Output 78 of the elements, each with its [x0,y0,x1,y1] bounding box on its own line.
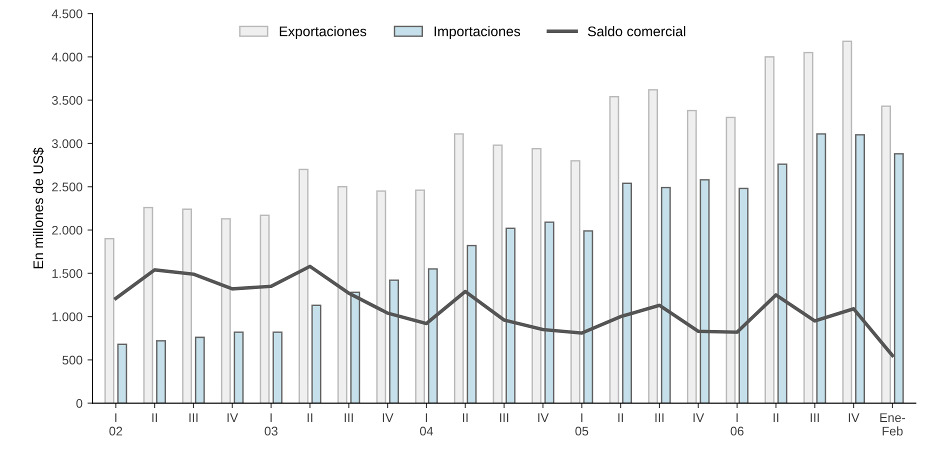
bar [660,186,671,404]
bar [583,230,594,404]
y-tick-label: 2.000 [52,226,82,235]
y-tick-label: 1.000 [52,312,82,322]
bar [182,208,192,404]
bar [609,96,620,404]
bar [686,110,697,404]
bar [415,190,426,404]
bar [726,116,736,404]
bar [337,186,348,404]
bar [466,244,477,404]
x-tick-label: II [774,413,778,422]
bar [117,344,128,404]
x-tick-label: III [189,413,198,422]
x-tick-label: III [655,413,664,422]
bar [260,214,270,404]
x-tick-label: IV [694,413,704,422]
bar [143,206,154,404]
legend-label: Saldo comercial [588,26,686,36]
bar [803,52,814,404]
bar [104,238,114,404]
y-tick-label: 4.500 [52,9,82,18]
x-tick-label: I 06 [730,413,744,436]
legend-label: Importaciones [434,26,520,40]
bar [777,164,788,404]
bar [194,336,205,404]
y-tick-label: 1.500 [52,269,82,278]
legend-label: Exportaciones [280,26,366,40]
bar [311,304,322,404]
x-tick-label: III [500,413,508,422]
x-tick-label: Ene- Feb [880,413,906,436]
bar [816,133,826,404]
bar [272,331,283,404]
bar [428,268,438,404]
bar [376,190,386,404]
x-tick-label: IV [538,413,549,422]
x-tick-label: IV [382,413,394,422]
bar [454,133,464,404]
bar [220,218,231,404]
bar [532,148,542,404]
x-tick-label: I 03 [264,413,278,436]
x-tick-label: II [618,413,623,422]
bar [648,89,658,404]
y-tick-label: 0 [76,398,82,408]
x-tick-label: II [152,413,157,422]
bar [298,168,309,404]
bar [842,40,852,404]
y-tick-label: 3.500 [52,96,82,105]
x-tick-label: II [462,413,468,422]
x-tick-label: III [344,413,353,422]
y-tick-label: 500 [62,356,82,365]
bar [156,340,166,404]
bar [506,228,516,404]
bar [570,160,580,404]
x-tick-label: I 04 [420,413,434,436]
bar [544,222,554,404]
y-axis-title: En millones de US$ [32,148,44,268]
bar [350,292,360,404]
bar [622,182,632,404]
bar [700,179,710,404]
bar [764,56,775,404]
y-tick-label: 3.000 [52,139,82,148]
y-tick-label: 2.500 [52,182,82,192]
bar [881,106,892,404]
bar [855,134,865,404]
bar [894,153,904,404]
x-tick-label: IV [848,413,860,422]
bar [738,188,748,404]
x-tick-label: I 05 [575,413,588,436]
x-tick-label: I 02 [109,413,122,436]
x-tick-label: IV [228,413,238,422]
bar [492,144,503,404]
bar [389,280,399,404]
y-tick-label: 4.000 [52,52,82,62]
x-tick-label: III [810,413,819,422]
line-series [114,264,894,358]
x-tick-label: II [308,413,312,422]
bar [234,331,244,404]
